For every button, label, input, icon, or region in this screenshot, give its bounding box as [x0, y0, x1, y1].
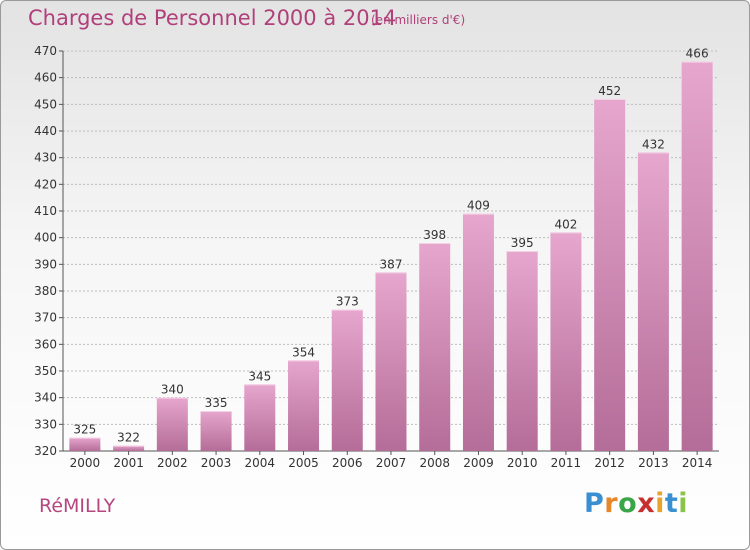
- chart-title: Charges de Personnel 2000 à 2014: [28, 6, 397, 30]
- bar: [462, 213, 494, 451]
- data-label: 398: [423, 228, 446, 242]
- logo-letter: i: [655, 488, 665, 519]
- data-label: 373: [336, 295, 359, 309]
- y-tick-label: 390: [34, 257, 57, 271]
- y-tick-label: 370: [34, 311, 57, 325]
- x-tick-label: 2000: [70, 456, 101, 470]
- proxiti-logo: Proxiti: [584, 488, 688, 519]
- data-label: 402: [554, 217, 577, 231]
- y-tick-label: 320: [34, 444, 57, 458]
- data-label: 340: [161, 383, 184, 397]
- data-label: 354: [292, 345, 315, 359]
- data-label: 345: [248, 369, 271, 383]
- logo-letter: t: [664, 488, 679, 519]
- x-tick-label: 2011: [551, 456, 582, 470]
- y-tick-label: 430: [34, 151, 57, 165]
- bar: [331, 309, 363, 451]
- data-label: 325: [73, 423, 96, 437]
- y-tick-label: 470: [34, 44, 57, 58]
- x-tick-label: 2001: [113, 456, 144, 470]
- x-tick-label: 2008: [419, 456, 450, 470]
- data-label: 452: [598, 84, 621, 98]
- bar: [200, 411, 232, 451]
- chart-subtitle: (en milliers d'€): [371, 13, 466, 27]
- x-tick-label: 2014: [682, 456, 713, 470]
- y-tick-label: 410: [34, 204, 57, 218]
- bar: [288, 360, 320, 451]
- data-label: 466: [686, 47, 709, 61]
- data-label: 409: [467, 199, 490, 213]
- data-label: 322: [117, 431, 140, 445]
- x-tick-label: 2009: [463, 456, 494, 470]
- x-tick-label: 2012: [594, 456, 625, 470]
- bar: [637, 152, 669, 452]
- x-tick-label: 2003: [201, 456, 232, 470]
- y-tick-label: 460: [34, 71, 57, 85]
- y-tick-label: 330: [34, 417, 57, 431]
- logo-letter: i: [678, 488, 689, 519]
- bar: [681, 61, 713, 452]
- y-tick-label: 340: [34, 391, 57, 405]
- y-tick-label: 450: [34, 97, 57, 111]
- data-label: 387: [380, 257, 403, 271]
- bar: [506, 251, 538, 451]
- x-tick-label: 2010: [507, 456, 538, 470]
- data-label: 335: [205, 396, 228, 410]
- x-tick-label: 2007: [376, 456, 407, 470]
- y-tick-label: 380: [34, 284, 57, 298]
- data-label: 395: [511, 236, 534, 250]
- x-tick-label: 2002: [157, 456, 188, 470]
- bar: [156, 397, 188, 451]
- y-tick-label: 400: [34, 231, 57, 245]
- y-tick-label: 350: [34, 364, 57, 378]
- bar: [594, 99, 626, 451]
- logo-letter: o: [618, 488, 638, 519]
- data-label: 432: [642, 137, 665, 151]
- bar: [113, 445, 145, 451]
- logo-letter: r: [604, 488, 619, 519]
- bar: [375, 272, 407, 451]
- logo-letter: x: [637, 488, 656, 519]
- location-label: RéMILLY: [39, 495, 116, 517]
- y-tick-label: 420: [34, 177, 57, 191]
- y-tick-label: 440: [34, 124, 57, 138]
- x-tick-label: 2006: [332, 456, 363, 470]
- bar: [550, 232, 582, 451]
- x-tick-label: 2004: [245, 456, 276, 470]
- logo-letter: P: [584, 488, 605, 519]
- bar: [69, 437, 101, 451]
- x-tick-label: 2013: [638, 456, 669, 470]
- y-tick-label: 360: [34, 337, 57, 351]
- x-tick-label: 2005: [288, 456, 319, 470]
- bar: [244, 384, 276, 451]
- bar: [419, 243, 451, 451]
